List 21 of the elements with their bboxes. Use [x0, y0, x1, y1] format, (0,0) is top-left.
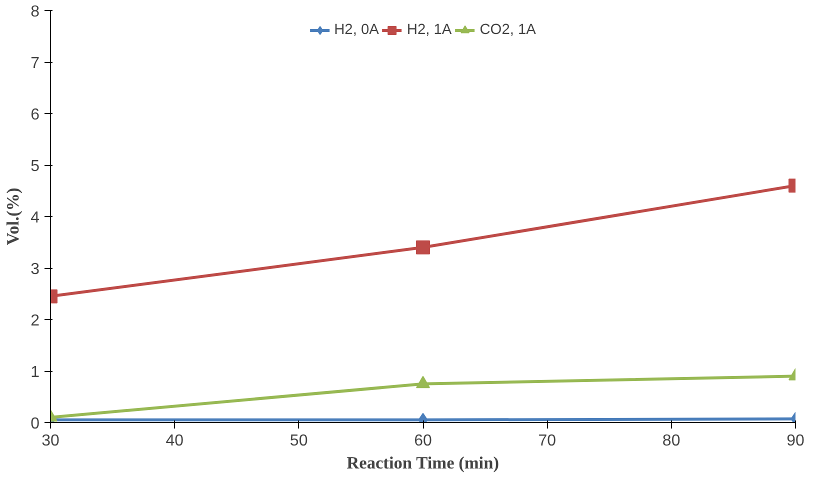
- y-tick-label: 5: [30, 158, 40, 175]
- x-tick-label: 30: [42, 432, 60, 450]
- y-tick-label: 4: [30, 210, 40, 226]
- x-tick-label: 50: [290, 432, 308, 450]
- y-tick-label: 6: [30, 106, 40, 124]
- y-tick-label: 2: [30, 312, 40, 330]
- x-axis-title: Reaction Time (min): [346, 454, 500, 472]
- legend-label: H2, 0A: [334, 22, 379, 38]
- y-axis-title: Vol.(%): [4, 187, 23, 246]
- y-tick-label: 7: [30, 55, 40, 72]
- y-tick-label: 0: [30, 416, 40, 432]
- y-tick-label: 3: [30, 261, 40, 278]
- x-tick-label: 40: [166, 432, 184, 450]
- y-tick-label: 8: [30, 4, 40, 20]
- x-tick-label: 90: [786, 432, 804, 450]
- legend-label: CO2, 1A: [480, 22, 536, 38]
- x-tick-label: 60: [414, 432, 432, 450]
- y-tick-label: 1: [30, 364, 40, 381]
- legend-label: H2, 1A: [406, 22, 452, 38]
- x-tick-label: 70: [538, 432, 556, 450]
- x-tick-label: 80: [662, 432, 680, 450]
